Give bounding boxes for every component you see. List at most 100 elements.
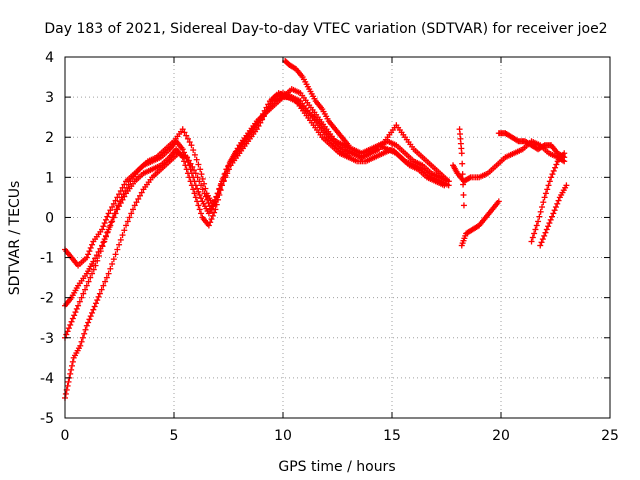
- chart-title: Day 183 of 2021, Sidereal Day-to-day VTE…: [44, 21, 607, 37]
- data-point: [89, 309, 96, 316]
- data-point: [232, 148, 239, 155]
- data-point: [98, 286, 105, 293]
- data-point: [528, 238, 535, 245]
- data-point: [82, 326, 89, 333]
- data-point: [131, 202, 138, 209]
- data-point: [63, 331, 70, 338]
- data-point: [130, 206, 137, 213]
- axis-ticks: [64, 56, 611, 419]
- y-tick-labels: -5 -4 -3 -2 -1 0 1 2 3 4: [40, 50, 54, 427]
- data-point: [125, 181, 132, 188]
- data-point: [86, 248, 93, 255]
- data-point: [194, 198, 201, 205]
- data-point: [466, 175, 473, 182]
- data-point: [231, 151, 238, 158]
- data-point: [205, 222, 212, 229]
- data-point: [195, 202, 202, 209]
- data-point: [87, 274, 94, 281]
- data-point: [73, 305, 80, 312]
- data-point: [116, 241, 123, 248]
- data-point: [538, 239, 545, 246]
- data-point: [552, 164, 559, 171]
- data-point: [544, 186, 551, 193]
- data-point: [100, 282, 107, 289]
- data-point: [550, 167, 557, 174]
- data-point: [126, 214, 133, 221]
- data-point: [110, 200, 117, 207]
- data-point: [92, 300, 99, 307]
- data-point: [116, 203, 123, 210]
- data-point: [109, 214, 116, 221]
- data-point: [89, 270, 96, 277]
- x-tick-label: 5: [170, 428, 179, 444]
- data-point: [265, 101, 272, 108]
- y-tick-label: -2: [40, 291, 54, 307]
- data-point: [81, 330, 88, 337]
- data-point: [100, 239, 107, 246]
- data-point: [207, 219, 214, 226]
- data-point: [96, 290, 103, 297]
- data-point: [102, 278, 109, 285]
- data-point: [85, 278, 92, 285]
- y-tick-label: -5: [40, 411, 54, 427]
- plot-frame: [64, 56, 611, 419]
- data-point: [182, 162, 189, 169]
- y-tick-label: 3: [45, 90, 54, 106]
- y-tick-label: -4: [40, 371, 54, 387]
- data-point: [104, 228, 111, 235]
- x-tick-label: 20: [492, 428, 510, 444]
- data-point: [217, 186, 224, 193]
- data-point: [495, 198, 502, 205]
- data-point: [211, 209, 218, 216]
- data-point: [186, 139, 193, 146]
- data-point: [546, 220, 553, 227]
- data-point: [458, 150, 465, 157]
- x-axis-label: GPS time / hours: [278, 459, 395, 475]
- data-point: [112, 197, 119, 204]
- data-point: [90, 266, 97, 273]
- data-point: [211, 198, 218, 205]
- y-tick-label: 2: [45, 130, 54, 146]
- data-point: [460, 181, 467, 188]
- data-point: [115, 202, 122, 209]
- data-point: [119, 232, 126, 239]
- data-point: [229, 155, 236, 162]
- data-point: [68, 366, 75, 373]
- data-point: [196, 178, 203, 185]
- data-point: [563, 182, 570, 189]
- data-point: [181, 129, 188, 136]
- data-point: [188, 182, 195, 189]
- data-point: [186, 174, 193, 181]
- data-point: [105, 210, 112, 217]
- data-point: [218, 182, 225, 189]
- data-point: [445, 178, 452, 185]
- grid: [65, 57, 610, 418]
- data-point: [192, 194, 199, 201]
- data-points: [62, 58, 570, 401]
- data-point: [208, 206, 215, 213]
- data-point: [107, 265, 114, 272]
- data-point: [135, 195, 142, 202]
- data-point: [64, 328, 71, 335]
- data-point: [213, 194, 220, 201]
- data-point: [549, 171, 556, 178]
- data-point: [202, 185, 209, 192]
- data-point: [181, 158, 188, 165]
- data-point: [65, 325, 72, 332]
- data-point: [116, 198, 123, 205]
- data-point: [83, 322, 90, 329]
- data-point: [79, 334, 86, 341]
- data-point: [105, 270, 112, 277]
- data-point: [549, 213, 556, 220]
- data-point: [109, 260, 116, 267]
- y-tick-label: -1: [40, 251, 54, 267]
- data-point: [548, 174, 555, 181]
- data-point: [91, 303, 98, 310]
- data-point: [183, 132, 190, 139]
- data-point: [179, 146, 186, 153]
- y-tick-label: 0: [45, 210, 54, 226]
- data-point: [215, 190, 222, 197]
- data-point: [76, 298, 83, 305]
- data-point: [86, 316, 93, 323]
